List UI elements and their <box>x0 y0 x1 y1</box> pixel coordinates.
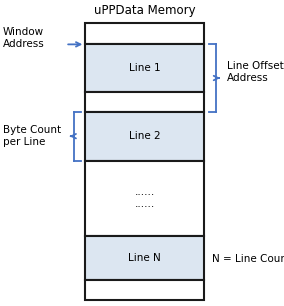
Bar <box>85 280 204 300</box>
Text: Window
Address: Window Address <box>3 28 45 49</box>
Text: Byte Count
per Line: Byte Count per Line <box>3 125 61 147</box>
Text: N = Line Count: N = Line Count <box>212 254 284 263</box>
Text: ......
......: ...... ...... <box>135 187 155 209</box>
Bar <box>85 236 204 280</box>
Bar <box>85 161 204 236</box>
Bar <box>85 92 204 112</box>
Text: Line 2: Line 2 <box>129 131 161 141</box>
Bar <box>85 112 204 161</box>
Text: Line N: Line N <box>128 253 161 263</box>
Text: Line Offset
Address: Line Offset Address <box>227 61 284 83</box>
Text: Line 1: Line 1 <box>129 63 161 73</box>
Bar <box>85 44 204 92</box>
Bar <box>85 23 204 44</box>
Text: uPPData Memory: uPPData Memory <box>94 4 196 17</box>
